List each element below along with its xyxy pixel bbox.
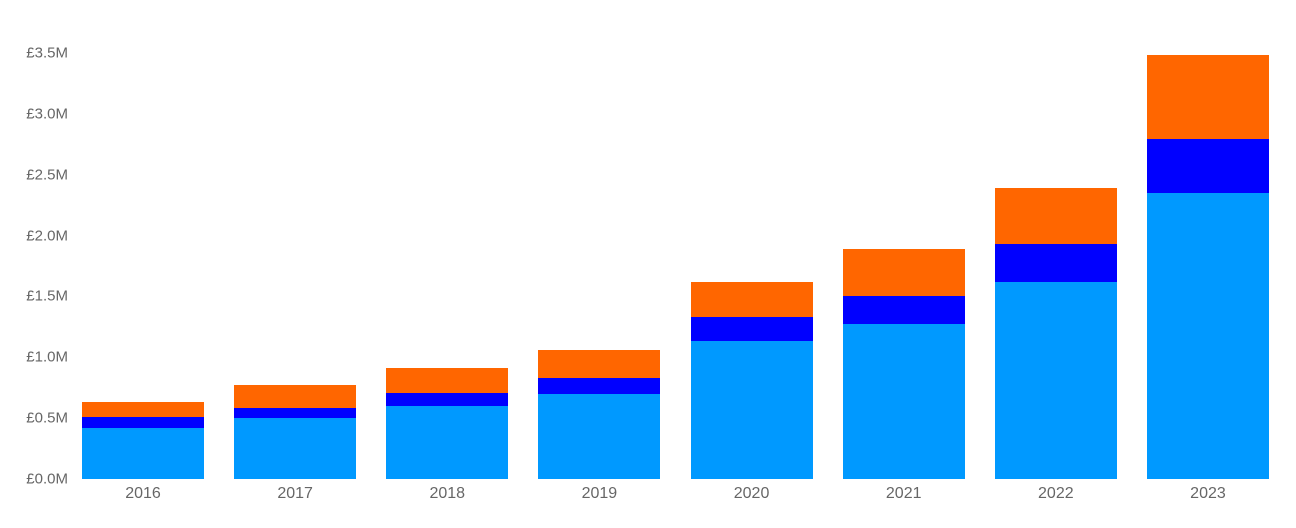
x-axis-category-label: 2017 [277, 485, 313, 502]
bar-2018-dark-blue-middle-segment[interactable] [386, 393, 508, 406]
bar-2016-orange-top-segment[interactable] [82, 402, 204, 417]
bar-2021-orange-top-segment[interactable] [843, 249, 965, 296]
bar-2021-dark-blue-middle-segment[interactable] [843, 296, 965, 324]
bar-2022-light-blue-bottom-segment[interactable] [995, 282, 1117, 479]
x-axis-category-label: 2019 [581, 485, 618, 502]
y-axis-tick-label: £2.0M [26, 227, 68, 245]
x-axis-category-label: 2016 [125, 485, 161, 502]
bar-2020-dark-blue-middle-segment[interactable] [691, 317, 813, 341]
y-axis-tick-label: £3.0M [26, 105, 68, 123]
bar-2020-orange-top-segment[interactable] [691, 282, 813, 317]
y-axis-tick-label: £3.5M [26, 44, 68, 62]
y-axis-tick-label: £1.0M [26, 348, 68, 366]
bar-2017-light-blue-bottom-segment[interactable] [234, 418, 356, 479]
bar-2018-light-blue-bottom-segment[interactable] [386, 406, 508, 479]
y-axis-tick-label: £0.0M [26, 470, 68, 488]
x-axis-category-label: 2018 [429, 485, 466, 502]
bar-2021-light-blue-bottom-segment[interactable] [843, 324, 965, 479]
x-axis-category-label: 2020 [733, 485, 770, 502]
x-axis-category-label: 2022 [1038, 485, 1074, 502]
bar-2023-light-blue-bottom-segment[interactable] [1147, 193, 1269, 479]
bar-2020-light-blue-bottom-segment[interactable] [691, 341, 813, 479]
bar-2022-orange-top-segment[interactable] [995, 188, 1117, 244]
x-axis-category-label: 2023 [1190, 485, 1226, 502]
bar-2017-dark-blue-middle-segment[interactable] [234, 408, 356, 418]
x-axis-category-label: 2021 [885, 485, 922, 502]
bar-2017-orange-top-segment[interactable] [234, 385, 356, 408]
bar-2019-orange-top-segment[interactable] [538, 350, 660, 378]
bar-2016-dark-blue-middle-segment[interactable] [82, 417, 204, 428]
bar-2018-orange-top-segment[interactable] [386, 368, 508, 393]
y-axis-tick-label: £0.5M [26, 409, 68, 427]
bar-2019-dark-blue-middle-segment[interactable] [538, 378, 660, 394]
bar-2016-light-blue-bottom-segment[interactable] [82, 428, 204, 479]
y-axis-tick-label: £2.5M [26, 166, 68, 184]
bar-2023-orange-top-segment[interactable] [1147, 55, 1269, 139]
bar-2023-dark-blue-middle-segment[interactable] [1147, 139, 1269, 193]
bar-2022-dark-blue-middle-segment[interactable] [995, 244, 1117, 282]
bar-2019-light-blue-bottom-segment[interactable] [538, 394, 660, 479]
y-axis-tick-label: £1.5M [26, 287, 68, 305]
